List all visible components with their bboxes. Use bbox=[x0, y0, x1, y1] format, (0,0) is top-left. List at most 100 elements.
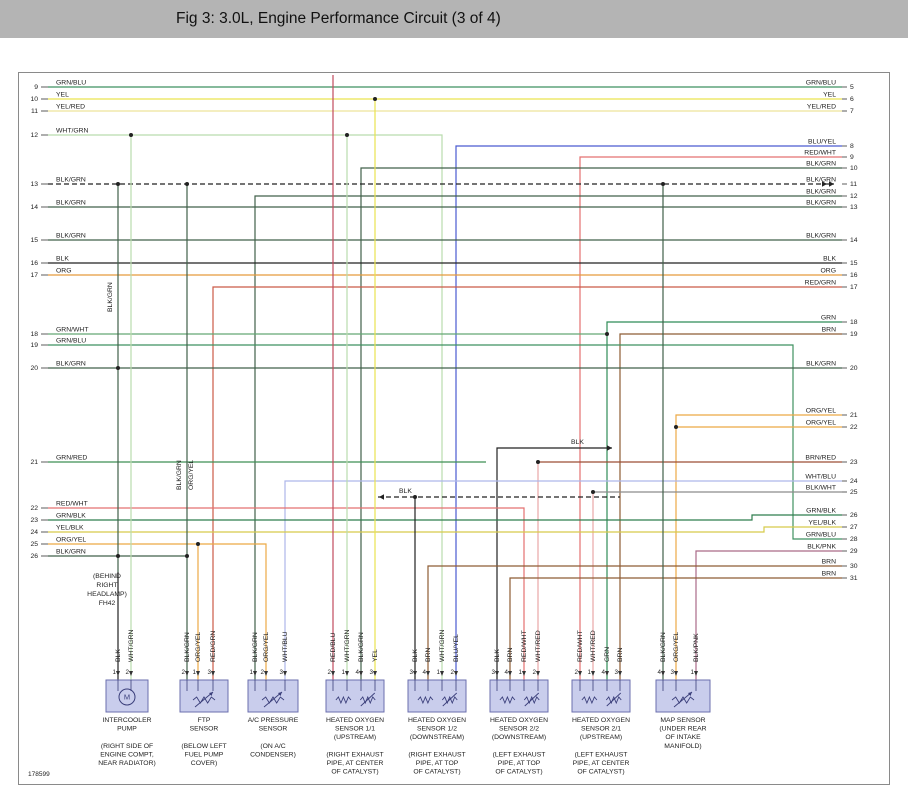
wire-label: GRN/RED bbox=[56, 455, 87, 462]
pin-number: 25 bbox=[850, 489, 858, 496]
component-caption: FUEL PUMP bbox=[185, 751, 224, 758]
variable-arrowhead bbox=[278, 692, 282, 696]
pin-number: 3 bbox=[279, 669, 283, 676]
pin-number: 2 bbox=[574, 669, 578, 676]
figure-title: Fig 3: 3.0L, Engine Performance Circuit … bbox=[176, 10, 501, 27]
wire-label: BLK/GRN bbox=[806, 200, 836, 207]
component-box-heated-oxygen-sensor-2-2 bbox=[489, 679, 549, 713]
component-caption: (BELOW LEFT bbox=[181, 743, 226, 750]
junction-dot bbox=[185, 554, 189, 558]
pin-number: 4 bbox=[422, 669, 426, 676]
component-caption: (RIGHT SIDE OF bbox=[101, 743, 153, 750]
junction-dot bbox=[536, 460, 540, 464]
component-caption: SENSOR 2/2 bbox=[499, 726, 539, 733]
pin-number: 20 bbox=[30, 365, 38, 372]
wire-label: BRN bbox=[617, 648, 624, 662]
pin-number: 3 bbox=[207, 669, 211, 676]
component-caption: CONDENSER) bbox=[250, 751, 296, 758]
wire-label: BLK/GRN bbox=[184, 632, 191, 662]
pin-number: 30 bbox=[850, 563, 858, 570]
component-caption: PUMP bbox=[117, 726, 137, 733]
variable-arrow bbox=[673, 691, 693, 708]
wire-entry-arrow-icon bbox=[674, 671, 678, 676]
component-caption: (UPSTREAM) bbox=[334, 734, 376, 741]
wire-label: BRN bbox=[507, 648, 514, 662]
wire-label: BLK/GRN bbox=[358, 632, 365, 662]
wire-grn bbox=[606, 321, 842, 680]
wire-entry-arrow-icon bbox=[129, 671, 133, 676]
wire-label: RIGHT bbox=[96, 582, 117, 589]
component-caption: MANIFOLD) bbox=[664, 743, 701, 750]
pin-number: 3 bbox=[409, 669, 413, 676]
wire-entry-arrow-icon bbox=[196, 671, 200, 676]
wire-label: BLK bbox=[56, 256, 69, 263]
wire-entry-arrow-icon bbox=[440, 671, 444, 676]
wire-label: BLK/GRN bbox=[806, 361, 836, 368]
pin-number: 14 bbox=[850, 237, 858, 244]
wire-label: GRN/BLU bbox=[56, 338, 86, 345]
junction-dot bbox=[591, 490, 595, 494]
wire-label: ORG bbox=[56, 268, 71, 275]
wire-yelblk bbox=[48, 526, 842, 533]
arrow-icon bbox=[822, 181, 827, 187]
wire-label: WHT/GRN bbox=[56, 128, 89, 135]
wire-entry-arrow-icon bbox=[413, 671, 417, 676]
junction-dot bbox=[116, 182, 120, 186]
pin-number: 13 bbox=[850, 204, 858, 211]
wire-whtgrn bbox=[48, 134, 443, 680]
junction-dot bbox=[185, 182, 189, 186]
wire-orgyel bbox=[48, 543, 267, 680]
wire-label: GRN/BLK bbox=[806, 508, 836, 515]
wire-label: BLK bbox=[412, 649, 419, 662]
wire-redgrn bbox=[212, 286, 842, 680]
wire-label: BLK/PNK bbox=[807, 544, 836, 551]
wire-label: WHT/BLU bbox=[282, 631, 289, 662]
wire-label: RED/WHT bbox=[56, 501, 88, 508]
component-box-heated-oxygen-sensor-1-1 bbox=[325, 679, 385, 713]
pin-number: 20 bbox=[850, 365, 858, 372]
wire-label: BLK/GRN bbox=[107, 282, 114, 312]
component-caption: (ON A/C bbox=[260, 743, 285, 750]
wire-label: BLK/GRN bbox=[252, 632, 259, 662]
component-box-ftp-sensor bbox=[179, 679, 229, 713]
wire-label: BLK bbox=[494, 649, 501, 662]
pin-number: 18 bbox=[30, 331, 38, 338]
arrow-icon bbox=[379, 494, 384, 500]
junction-dot bbox=[413, 495, 417, 499]
pin-number: 19 bbox=[30, 342, 38, 349]
variable-arrow bbox=[442, 692, 458, 707]
pin-number: 1 bbox=[518, 669, 522, 676]
component-caption: OF INTAKE bbox=[665, 734, 701, 741]
pin-number: 1 bbox=[587, 669, 591, 676]
wire-entry-arrow-icon bbox=[211, 671, 215, 676]
junction-dot bbox=[661, 182, 665, 186]
wire-label: BLK/GRN bbox=[56, 177, 86, 184]
wire-label: BLU/YEL bbox=[808, 139, 836, 146]
wire-entry-arrow-icon bbox=[264, 671, 268, 676]
pin-number: 23 bbox=[850, 459, 858, 466]
resistor-symbol bbox=[417, 695, 434, 705]
pin-number: 8 bbox=[850, 143, 854, 150]
pin-number: 9 bbox=[34, 84, 38, 91]
component-caption: OF CATALYST) bbox=[331, 769, 378, 776]
arrow-icon bbox=[829, 181, 834, 187]
wire-entry-arrow-icon bbox=[331, 671, 335, 676]
diagram-border bbox=[18, 72, 890, 785]
pin-number: 29 bbox=[850, 548, 858, 555]
wire-label: RED/GRN bbox=[805, 280, 836, 287]
component-caption: INTERCOOLER bbox=[102, 717, 151, 724]
wire-brn bbox=[509, 577, 842, 680]
component-caption: ENGINE COMPT, bbox=[100, 751, 154, 758]
wire-label: WHT/GRN bbox=[344, 629, 351, 662]
wire-label: WHT/BLU bbox=[805, 474, 836, 481]
wire-label: ORG/YEL bbox=[263, 632, 270, 662]
pin-number: 2 bbox=[450, 669, 454, 676]
wire-label: ORG/YEL bbox=[195, 632, 202, 662]
resistor-symbol bbox=[523, 695, 540, 705]
component-caption: SENSOR bbox=[190, 726, 219, 733]
junction-dot bbox=[196, 542, 200, 546]
pin-number: 28 bbox=[850, 536, 858, 543]
component-caption: PIPE, AT CENTER bbox=[327, 760, 384, 767]
pin-number: 1 bbox=[192, 669, 196, 676]
junction-dot bbox=[373, 97, 377, 101]
